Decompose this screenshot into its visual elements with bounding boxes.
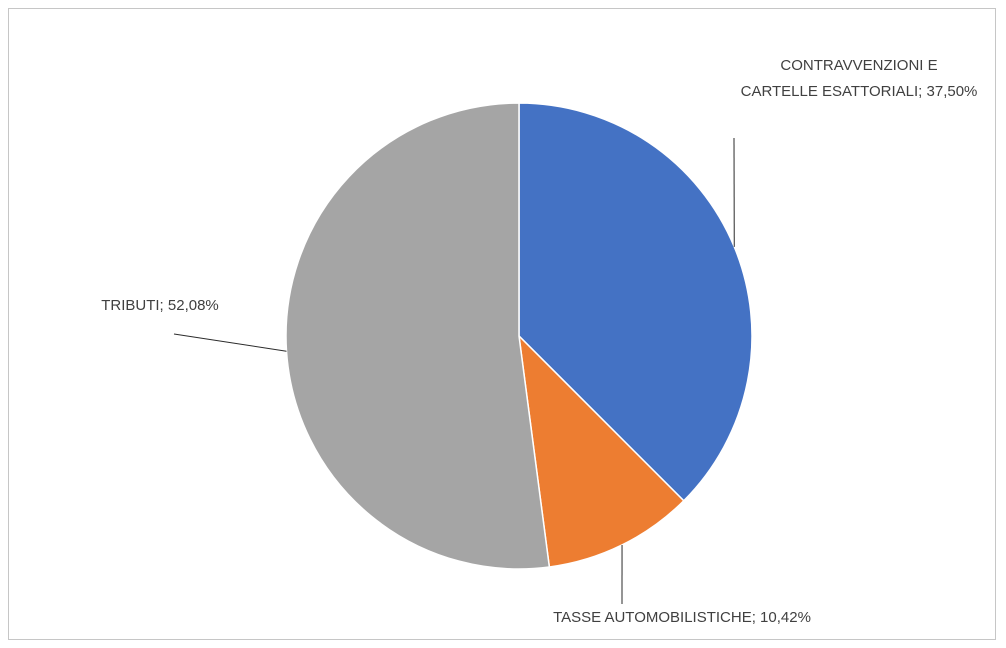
data-label-tasse-automobilistiche: TASSE AUTOMOBILISTICHE; 10,42% — [553, 609, 811, 626]
leader-lines — [173, 137, 735, 605]
data-label-tributi: TRIBUTI; 52,08% — [101, 297, 219, 314]
data-labels: CONTRAVVENZIONI E CARTELLE ESATTORIALI; … — [101, 57, 977, 626]
slice-tributi — [285, 102, 551, 570]
pie-slices — [285, 102, 753, 570]
leader-line-tributi — [173, 333, 287, 352]
data-label-contravvenzioni-line-2: CARTELLE ESATTORIALI; 37,50% — [741, 83, 978, 100]
data-label-contravvenzioni-line-1: CONTRAVVENZIONI E — [780, 57, 937, 74]
